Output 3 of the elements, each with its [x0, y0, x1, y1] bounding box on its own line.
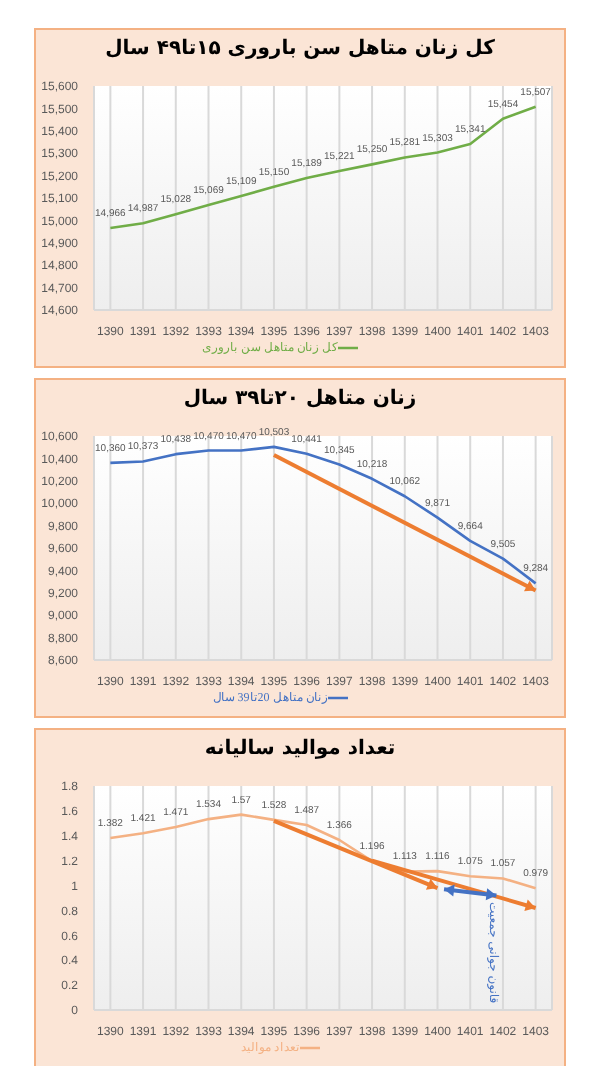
chart-title: زنان متاهل ۲۰تا۳۹ سال: [181, 386, 419, 414]
chart-title: تعداد موالید سالیانه: [202, 736, 398, 764]
chart-title: کل زنان متاهل سن باروری ۱۵تا۴۹ سال: [103, 36, 497, 64]
